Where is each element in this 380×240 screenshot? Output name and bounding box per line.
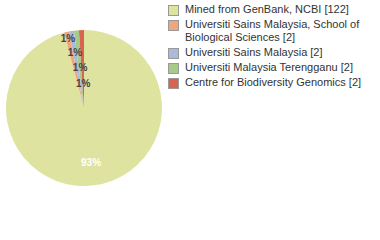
html-text:Universiti Sains Malaysia [2]: Universiti Sains Malaysia [2] [185,46,323,58]
svg-text:1%: 1% [61,33,76,44]
svg-text:1%: 1% [73,62,88,73]
html-text:Mined from GenBank, NCBI [122]: Mined from GenBank, NCBI [122] [185,3,349,15]
svg-text:1%: 1% [76,78,91,89]
html-text:Centre for Biodiversity Genomi: Centre for Biodiversity Genomics [2] [185,76,362,88]
html-text:Universiti Sains Malaysia, Sch: Universiti Sains Malaysia, School of Bio… [185,18,360,43]
svg-text:93%: 93% [81,157,101,168]
svg-text:1%: 1% [68,47,83,58]
html-text:Universiti Malaysia Terengganu: Universiti Malaysia Terengganu [2] [185,61,353,73]
